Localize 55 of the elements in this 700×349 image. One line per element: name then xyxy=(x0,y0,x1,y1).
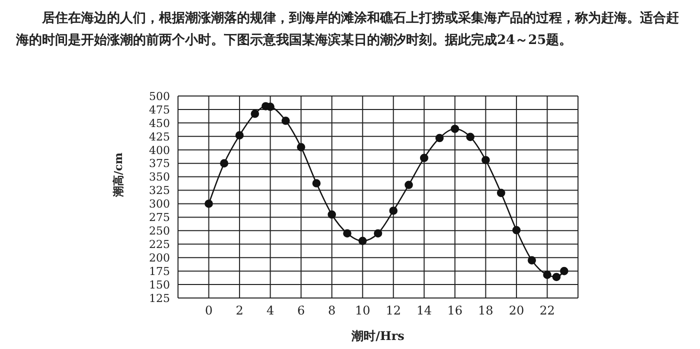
x-tick-label: 8 xyxy=(328,304,336,318)
point xyxy=(312,179,321,188)
x-tick-label: 14 xyxy=(416,304,432,318)
point xyxy=(420,154,428,162)
point xyxy=(328,210,336,219)
y-tick-label: 125 xyxy=(149,292,170,305)
y-tick-label: 500 xyxy=(149,90,170,103)
point xyxy=(482,156,490,164)
point xyxy=(528,256,536,264)
x-tick-label: 4 xyxy=(266,304,274,318)
point xyxy=(552,272,561,282)
x-tick-label: 22 xyxy=(540,304,555,318)
x-tick-label: 0 xyxy=(204,304,213,318)
point xyxy=(466,132,474,142)
y-tick-label: 175 xyxy=(149,264,170,278)
point xyxy=(235,131,244,140)
point xyxy=(296,143,306,152)
x-tick-label: 18 xyxy=(478,304,494,318)
y-tick-label: 275 xyxy=(149,211,170,224)
point xyxy=(358,236,367,246)
x-tick-label: 6 xyxy=(297,304,305,318)
y-tick-label: 350 xyxy=(149,170,170,184)
y-tick-label: 300 xyxy=(149,198,170,211)
x-tick-label: 12 xyxy=(386,304,402,318)
y-tick-label: 250 xyxy=(149,224,170,238)
y-tick-label: 400 xyxy=(149,144,170,157)
x-tick-label: 20 xyxy=(508,304,524,318)
y-tick-label: 325 xyxy=(149,184,170,198)
y-tick-label: 375 xyxy=(149,157,170,170)
y-tick-label: 200 xyxy=(149,252,170,265)
y-tick-label: 425 xyxy=(149,130,170,144)
x-tick-label: 16 xyxy=(447,304,463,318)
point xyxy=(374,229,382,238)
x-tick-label: 2 xyxy=(236,304,244,318)
point xyxy=(404,180,413,190)
point xyxy=(220,159,228,168)
x-axis-title: 潮时/Hrs xyxy=(350,329,405,343)
point xyxy=(560,266,568,276)
point xyxy=(343,229,352,238)
point xyxy=(512,226,521,234)
y-tick-label: 150 xyxy=(149,278,170,292)
point xyxy=(250,110,260,118)
y-tick-label: 225 xyxy=(149,238,170,252)
point xyxy=(204,200,213,208)
text: 居住在海边的人们，根据潮涨潮落的规律，到海岸的滩涂和礁石上打捞或采集海产品的过程，称为赶海。适合赶海的时间是开始涨潮的前两个小时。下图示意我国某海滨某日的潮汐时刻。据此完成24～25题。 xyxy=(16,10,680,50)
point xyxy=(543,270,552,279)
y-tick-label: 450 xyxy=(149,116,170,130)
x-tick-label: 10 xyxy=(354,304,370,318)
point xyxy=(389,206,398,215)
point xyxy=(496,188,506,198)
y-axis-title: 潮高/cm xyxy=(112,152,125,198)
point xyxy=(435,134,444,142)
point xyxy=(450,124,460,134)
y-tick-label: 475 xyxy=(149,103,170,116)
point xyxy=(282,116,290,125)
